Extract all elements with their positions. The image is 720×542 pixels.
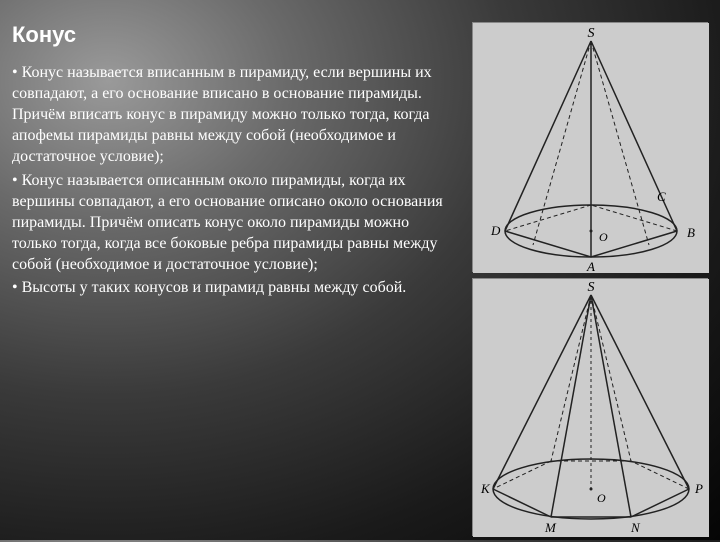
label-d: D: [490, 223, 501, 238]
label-s: S: [588, 26, 595, 41]
label-a: A: [586, 259, 595, 273]
label-n: N: [630, 520, 641, 535]
bullet-3: • Высоты у таких конусов и пирамид равны…: [12, 277, 448, 298]
label-o: O: [599, 230, 608, 244]
label-c: C: [657, 189, 666, 204]
figure-cone-inscribed: S A B C D O: [472, 22, 708, 272]
label-s2: S: [588, 280, 595, 295]
figures-column: S A B C D O: [472, 22, 708, 542]
label-m: M: [544, 520, 557, 535]
label-b: B: [687, 225, 695, 240]
label-o2: O: [597, 491, 606, 505]
figure-cone-circumscribed: S K M N P O: [472, 278, 708, 536]
label-p: P: [694, 481, 703, 496]
label-k: K: [480, 481, 491, 496]
slide-title: Конус: [12, 22, 448, 48]
bullet-2: • Конус называется описанным около пирам…: [12, 170, 448, 276]
bullet-1: • Конус называется вписанным в пирамиду,…: [12, 62, 448, 168]
